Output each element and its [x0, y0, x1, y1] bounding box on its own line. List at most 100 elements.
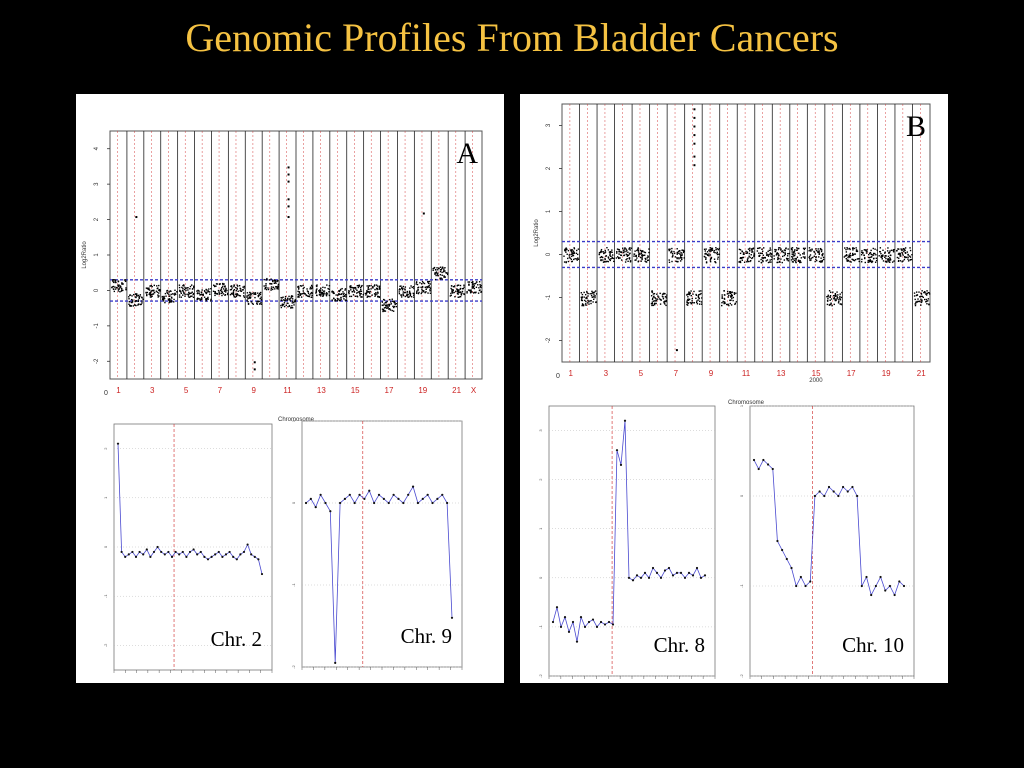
data-point — [199, 294, 201, 296]
data-point — [854, 258, 857, 261]
data-point — [700, 301, 703, 303]
data-point — [192, 293, 194, 296]
series-point — [555, 606, 559, 609]
data-point — [798, 247, 800, 250]
data-point — [371, 294, 373, 296]
data-point — [186, 293, 188, 296]
series-point — [591, 618, 595, 621]
data-point — [705, 252, 707, 255]
data-point — [404, 286, 407, 288]
data-point — [460, 294, 463, 296]
data-point — [368, 288, 370, 290]
data-point — [663, 293, 665, 295]
data-point — [168, 293, 170, 296]
data-point — [749, 256, 751, 259]
data-point — [112, 279, 114, 282]
data-point — [820, 257, 822, 259]
data-point — [395, 305, 398, 308]
series-line — [552, 420, 706, 642]
data-point — [415, 281, 418, 284]
data-point — [828, 290, 831, 292]
data-point — [910, 258, 913, 261]
data-point — [565, 247, 567, 249]
data-point — [398, 291, 400, 293]
data-point — [849, 260, 851, 263]
series-point — [841, 485, 845, 489]
data-point — [753, 255, 755, 257]
data-point — [393, 306, 395, 309]
data-point — [378, 296, 380, 298]
data-point — [803, 251, 805, 254]
y-tick-label: 1 — [546, 209, 552, 213]
data-point — [479, 285, 482, 288]
data-point — [832, 294, 835, 297]
data-point — [769, 252, 772, 254]
data-point — [167, 298, 170, 300]
data-point — [590, 300, 592, 302]
data-point — [222, 286, 224, 288]
data-point — [589, 293, 591, 295]
data-point — [866, 250, 868, 253]
data-point — [791, 253, 793, 255]
data-point — [815, 258, 817, 261]
data-point — [341, 293, 343, 295]
data-point — [322, 295, 324, 297]
data-point — [277, 280, 279, 282]
data-point — [802, 256, 805, 258]
data-point — [570, 258, 573, 260]
data-point — [180, 290, 182, 292]
outlier-point — [253, 361, 256, 364]
series-point — [699, 576, 703, 579]
data-point — [189, 296, 191, 298]
series-point — [902, 584, 906, 588]
data-point — [791, 249, 794, 251]
data-point — [137, 299, 140, 301]
data-point — [855, 247, 857, 249]
data-point — [402, 287, 404, 290]
series-point — [382, 497, 385, 500]
data-point — [152, 293, 154, 295]
data-point — [307, 291, 310, 293]
data-point — [137, 295, 139, 297]
data-point — [705, 262, 708, 264]
data-point — [716, 251, 718, 254]
data-point — [139, 295, 141, 298]
data-point — [328, 285, 331, 287]
data-point — [582, 304, 585, 306]
data-point — [829, 299, 831, 301]
data-point — [668, 261, 671, 264]
series-point — [837, 494, 840, 498]
data-point — [889, 259, 892, 261]
series-point — [174, 550, 177, 554]
data-point — [187, 293, 190, 295]
data-point — [260, 299, 263, 301]
data-point — [121, 287, 123, 290]
data-point — [176, 291, 178, 293]
data-point — [771, 256, 773, 258]
data-point — [384, 302, 387, 304]
data-point — [236, 293, 238, 296]
series-point — [870, 593, 873, 597]
data-point — [698, 300, 701, 303]
data-point — [348, 291, 350, 294]
data-point — [232, 292, 234, 294]
data-point — [297, 286, 299, 288]
chromosome-label: 15 — [812, 369, 821, 378]
data-point — [836, 295, 838, 298]
data-point — [146, 287, 149, 290]
data-point — [581, 304, 584, 306]
data-point — [475, 286, 478, 288]
data-point — [226, 292, 229, 295]
data-point — [679, 253, 681, 255]
data-point — [350, 285, 352, 287]
series-point — [358, 493, 361, 496]
data-point — [204, 290, 206, 293]
data-point — [203, 296, 206, 298]
series-point — [695, 566, 699, 570]
data-point — [623, 254, 626, 256]
data-point — [470, 289, 472, 291]
data-point — [725, 303, 728, 306]
data-point — [237, 290, 239, 292]
data-point — [453, 291, 455, 294]
panel-a: -2 -1 0 1 2 3 4 1 3 5 7 9 11 13 15 17 19 21 X 0 Chromosome Lo… — [76, 94, 504, 683]
